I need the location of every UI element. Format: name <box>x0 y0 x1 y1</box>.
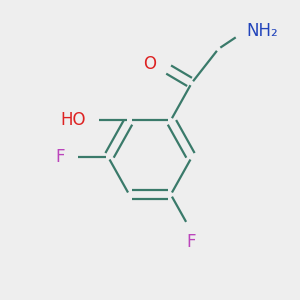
Text: F: F <box>187 233 196 251</box>
Text: O: O <box>143 55 156 73</box>
Text: HO: HO <box>61 111 86 129</box>
Text: F: F <box>56 148 65 166</box>
Text: NH₂: NH₂ <box>247 22 278 40</box>
